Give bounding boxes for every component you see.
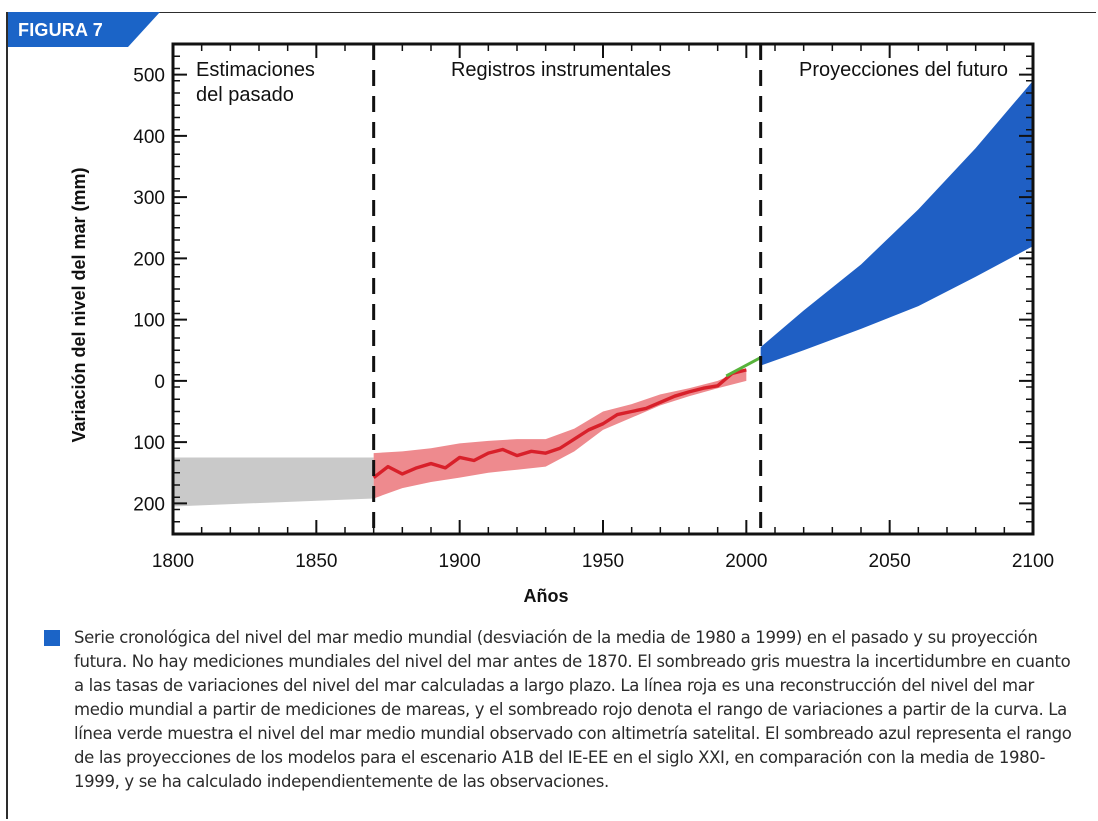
y-tick-label: 200 [133, 494, 165, 515]
y-axis-label: Variación del nivel del mar (mm) [69, 167, 89, 442]
figure-frame [6, 12, 1096, 819]
sea-level-chart: 500 400 300 200 100 0 100 200 1800 1850 1900 1950 20… [69, 42, 1054, 606]
period-label-1: Estimaciones del pasado [196, 59, 315, 106]
x-tick-label: 2000 [725, 551, 767, 572]
x-tick-label: 1800 [152, 551, 194, 572]
y-tick-label: 400 [133, 127, 165, 148]
period-label-2: Registros instrumentales [451, 59, 671, 81]
x-tick-label: 1900 [439, 551, 481, 572]
y-tick-label: 100 [133, 433, 165, 454]
x-tick-label: 2050 [869, 551, 911, 572]
caption-square-icon [44, 630, 60, 646]
x-tick-label: 2100 [1012, 551, 1054, 572]
tide-gauge-reconstruction-line [372, 368, 747, 479]
projection-range-band [760, 80, 1033, 366]
period-label-3: Proyecciones del futuro [799, 59, 1008, 81]
y-tick-label: 500 [133, 66, 165, 87]
y-tick-label: 100 [133, 311, 165, 332]
caption-text: Serie cronológica del nivel del mar medi… [74, 628, 1072, 791]
y-tick-label: 300 [133, 188, 165, 209]
satellite-altimetry-line [725, 356, 762, 378]
x-tick-label: 1850 [295, 551, 337, 572]
x-tick-label: 1950 [582, 551, 624, 572]
past-uncertainty-band [173, 457, 374, 507]
figure-badge [8, 12, 160, 47]
instrumental-range-band [373, 368, 747, 499]
y-tick-label: 200 [133, 249, 165, 270]
figure-label: FIGURA 7 [18, 20, 103, 40]
x-axis-label: Años [524, 586, 569, 606]
y-tick-label: 0 [154, 372, 165, 393]
